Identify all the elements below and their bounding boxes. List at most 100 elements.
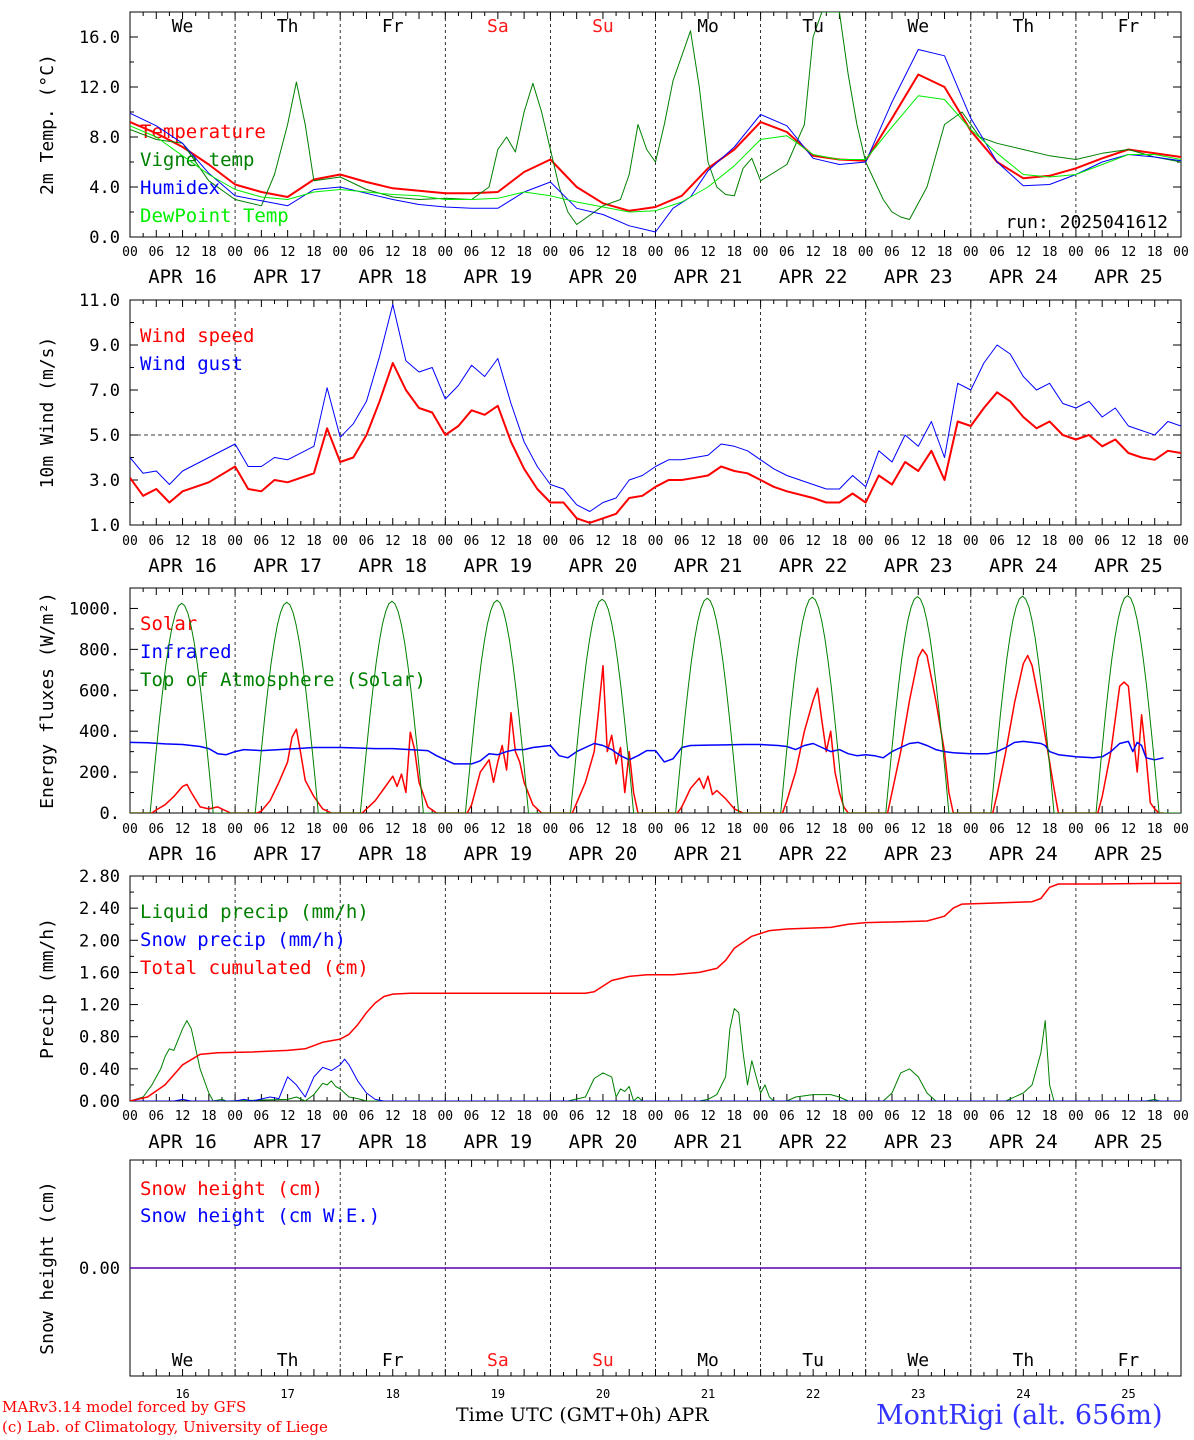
hour-tick-label: 06 [989, 245, 1005, 260]
day-label: APR 16 [148, 1131, 217, 1153]
y-tick-label: 400. [79, 722, 120, 742]
hour-tick-label: 12 [1016, 822, 1032, 837]
y-tick-label: 0.40 [79, 1060, 120, 1080]
y-axis-title: Energy fluxes (W/m²) [37, 592, 58, 809]
hour-tick-label: 12 [385, 1109, 401, 1124]
hour-tick-label: 06 [254, 822, 270, 837]
y-tick-label: 0.00 [79, 1092, 120, 1112]
y-tick-label: 2.40 [79, 899, 120, 919]
hour-tick-label: 18 [832, 534, 848, 549]
y-axis-title: 2m Temp. (°C) [37, 54, 58, 195]
hour-tick-label: 00 [227, 822, 243, 837]
hour-tick-label: 00 [227, 1109, 243, 1124]
hour-tick-label: 18 [726, 534, 742, 549]
series-line-vigne-temp [130, 12, 1181, 225]
legend-entry: Infrared [140, 641, 232, 663]
day-number-label: 16 [175, 1387, 189, 1401]
hour-tick-label: 00 [543, 1109, 559, 1124]
panel-precip: 0.00 0.40 0.80 1.20 1.60 2.00 2.40 2.80 Precip (… [37, 867, 1189, 1153]
hour-tick-label: 12 [490, 1109, 506, 1124]
hour-tick-label: 12 [280, 822, 296, 837]
y-tick-label: 4.0 [89, 178, 120, 198]
hour-tick-label: 12 [490, 534, 506, 549]
hour-tick-label: 12 [385, 245, 401, 260]
hour-tick-label: 06 [464, 822, 480, 837]
hour-tick-label: 18 [621, 534, 637, 549]
hour-tick-label: 18 [411, 534, 427, 549]
y-tick-label: 1.0 [89, 516, 120, 536]
hour-tick-label: 18 [726, 245, 742, 260]
hour-tick-label: 12 [910, 822, 926, 837]
station-name: MontRigi (alt. 656m) [876, 1400, 1163, 1431]
day-label: APR 24 [989, 1131, 1058, 1153]
hour-tick-label: 06 [989, 1109, 1005, 1124]
day-label: APR 22 [779, 266, 848, 288]
hour-tick-label: 12 [175, 822, 191, 837]
hour-tick-label: 06 [1094, 534, 1110, 549]
hour-tick-label: 12 [175, 534, 191, 549]
hour-tick-label: 12 [280, 1109, 296, 1124]
hour-tick-label: 12 [700, 534, 716, 549]
hour-tick-label: 06 [674, 822, 690, 837]
legend-entry: Total cumulated (cm) [140, 957, 369, 979]
series-line-top-of-atmosphere-solar- [130, 595, 1181, 813]
hour-tick-label: 18 [201, 534, 217, 549]
weekday-label: We [907, 1350, 929, 1371]
y-tick-label: 16.0 [79, 28, 120, 48]
hour-tick-label: 18 [1147, 245, 1163, 260]
hour-tick-label: 06 [148, 534, 164, 549]
hour-tick-label: 12 [1121, 534, 1137, 549]
hour-tick-label: 18 [1147, 1109, 1163, 1124]
hour-tick-label: 12 [175, 245, 191, 260]
day-label: APR 18 [358, 843, 427, 865]
day-label: APR 17 [253, 266, 322, 288]
hour-tick-label: 06 [464, 534, 480, 549]
series-line-temperature [130, 73, 1181, 212]
weekday-label: Th [277, 1350, 299, 1371]
day-label: APR 22 [779, 843, 848, 865]
hour-tick-label: 12 [490, 245, 506, 260]
plot-frame [129, 299, 1182, 526]
hour-tick-label: 18 [1042, 534, 1058, 549]
day-label: APR 22 [779, 555, 848, 577]
day-number-label: 18 [386, 1387, 400, 1401]
y-tick-label: 5.0 [89, 426, 120, 446]
legend-entry: Wind gust [140, 353, 243, 375]
hour-tick-label: 12 [805, 822, 821, 837]
hour-tick-label: 06 [359, 1109, 375, 1124]
weekday-label: Th [1013, 16, 1035, 37]
hour-tick-label: 12 [280, 245, 296, 260]
day-number-label: 20 [596, 1387, 610, 1401]
y-tick-label: 8.0 [89, 128, 120, 148]
legend-entry: Top of Atmosphere (Solar) [140, 669, 426, 691]
x-axis-label: Time UTC (GMT+0h) [456, 1404, 662, 1426]
hour-tick-label: 12 [700, 245, 716, 260]
hour-tick-label: 06 [148, 1109, 164, 1124]
hour-tick-label: 18 [516, 822, 532, 837]
hour-tick-label: 18 [201, 822, 217, 837]
hour-tick-label: 00 [332, 245, 348, 260]
series-line-humidex [130, 49, 1181, 233]
y-tick-label: 200. [79, 763, 120, 783]
hour-tick-label: 00 [963, 822, 979, 837]
hour-tick-label: 00 [648, 822, 664, 837]
day-label: APR 20 [569, 555, 638, 577]
hour-tick-label: 06 [569, 534, 585, 549]
day-label: APR 23 [884, 1131, 953, 1153]
hour-tick-label: 00 [1068, 245, 1084, 260]
hour-tick-label: 06 [359, 822, 375, 837]
legend-entry: DewPoint Temp [140, 205, 289, 227]
day-number-label: 22 [806, 1387, 820, 1401]
y-tick-label: 0.0 [89, 228, 120, 248]
hour-tick-label: 00 [1173, 1109, 1189, 1124]
day-label: APR 17 [253, 843, 322, 865]
hour-tick-label: 06 [674, 1109, 690, 1124]
weekday-label: Tu [802, 16, 824, 37]
day-label: APR 18 [358, 1131, 427, 1153]
day-label: APR 21 [674, 266, 743, 288]
day-label: APR 19 [464, 555, 533, 577]
weekday-label: Th [1013, 1350, 1035, 1371]
hour-tick-label: 18 [937, 1109, 953, 1124]
hour-tick-label: 00 [543, 822, 559, 837]
